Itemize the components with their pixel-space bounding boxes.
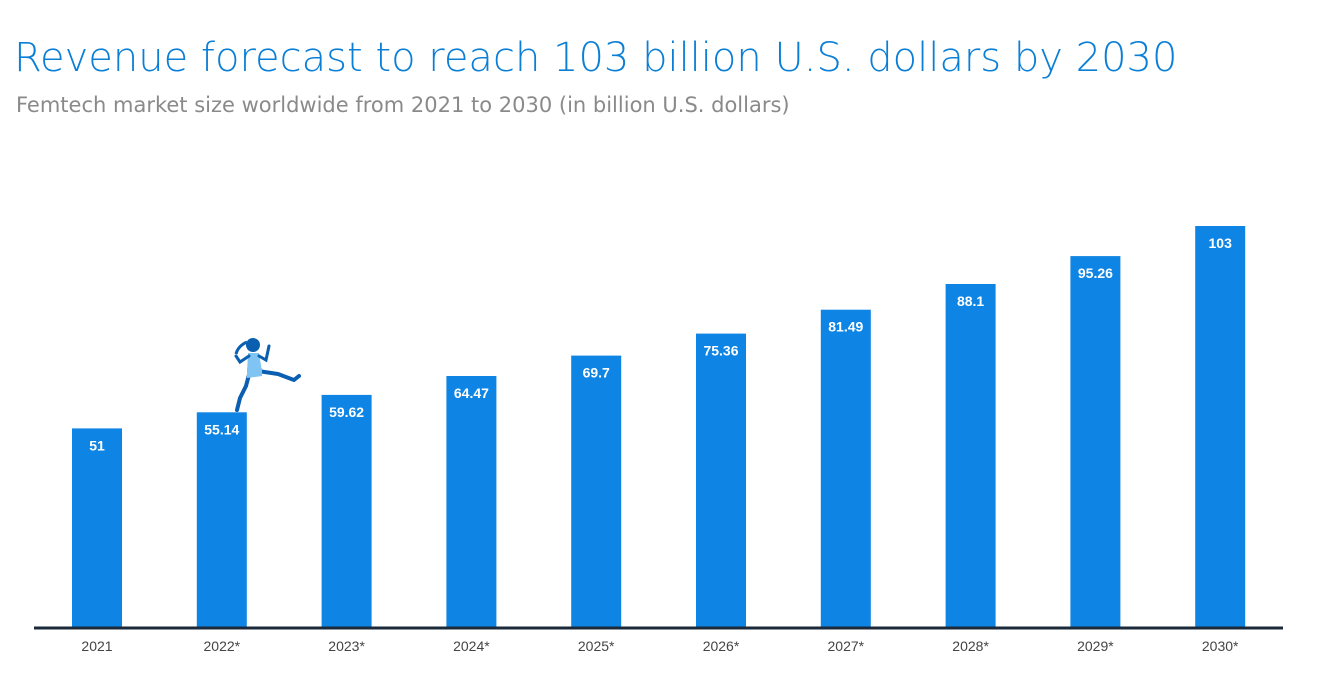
runner-front-arm [257, 344, 271, 363]
runner-ponytail [234, 340, 248, 355]
runner-back-leg [235, 369, 252, 412]
x-tick-label: 2026* [703, 638, 740, 654]
runner-torso [247, 353, 262, 372]
x-tick-label: 2023* [328, 638, 365, 654]
bar-2021 [72, 428, 122, 627]
runner-front-leg [256, 369, 301, 382]
runner-back-arm [234, 354, 251, 365]
bar-2029 [1070, 256, 1121, 627]
x-tick-label: 2027* [828, 638, 865, 654]
runner-head [246, 338, 260, 352]
x-tick-label: 2022* [204, 638, 241, 654]
bars-group: 51 55.14 59.62 64.47 69.7 75.36 81.49 88.1 95.26… [72, 226, 1246, 627]
bar-value-label: 95.26 [1078, 265, 1113, 281]
x-tick-label: 2030* [1202, 638, 1239, 654]
runner-shorts [247, 368, 262, 378]
bar-value-label: 59.62 [329, 404, 364, 420]
bar-2027 [820, 309, 871, 627]
bar-2030 [1195, 226, 1246, 627]
x-tick-label: 2021 [81, 638, 112, 654]
running-woman-icon [234, 338, 301, 412]
bar-2028 [945, 284, 996, 627]
x-tick-label: 2025* [578, 638, 615, 654]
bar-value-label: 75.36 [703, 343, 738, 359]
bar-2024 [446, 376, 497, 627]
bar-2025 [571, 355, 622, 627]
bar-2022 [196, 412, 247, 627]
bar-value-label: 88.1 [957, 293, 984, 309]
x-tick-labels: 2021 2022* 2023* 2024* 2025* 2026* 2027* 2028* 2… [81, 638, 1239, 654]
bar-value-label: 51 [89, 437, 105, 453]
bar-value-label: 55.14 [204, 421, 239, 437]
x-tick-label: 2028* [952, 638, 989, 654]
chart-subtitle: Femtech market size worldwide from 2021 … [16, 93, 790, 117]
bar-value-label: 64.47 [454, 385, 489, 401]
x-tick-label: 2029* [1077, 638, 1114, 654]
bar-value-label: 69.7 [583, 365, 610, 381]
bar-value-label: 103 [1209, 235, 1233, 251]
bar-value-label: 81.49 [828, 319, 863, 335]
bar-2023 [321, 394, 372, 627]
chart-title: Revenue forecast to reach 103 billion U.… [14, 35, 1178, 81]
bar-2026 [696, 333, 746, 627]
x-tick-label: 2024* [453, 638, 490, 654]
